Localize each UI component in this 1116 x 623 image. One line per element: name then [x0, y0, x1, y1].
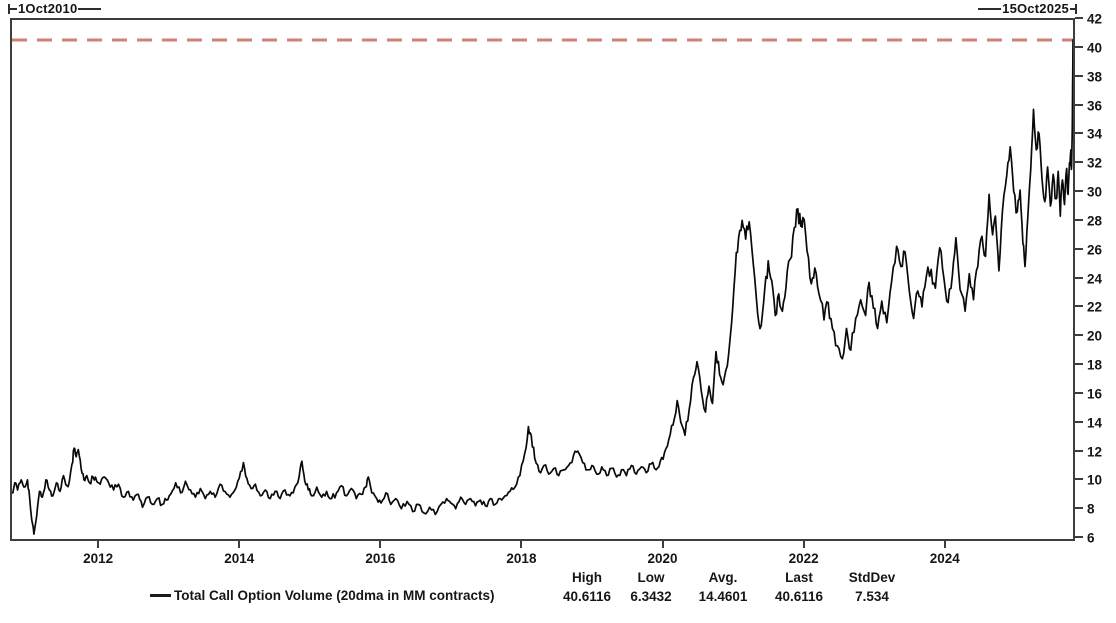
range-start-trailing-dash	[78, 7, 102, 10]
line-chart	[12, 38, 1073, 535]
range-start-dash	[10, 7, 17, 10]
y-tick-34	[1075, 132, 1083, 135]
legend-line-swatch	[150, 594, 171, 597]
legend-series-label: Total Call Option Volume (20dma in MM co…	[174, 588, 495, 603]
y-tick-label-16: 16	[1087, 386, 1103, 402]
y-tick-38	[1075, 74, 1083, 77]
stat-header-avg: Avg.	[708, 570, 738, 585]
range-end-label: 15Oct2025	[978, 1, 1077, 16]
stat-header-high: High	[572, 570, 602, 585]
y-tick-label-22: 22	[1087, 299, 1103, 315]
y-tick-label-8: 8	[1087, 501, 1095, 517]
y-tick-label-18: 18	[1087, 357, 1103, 373]
y-tick-22	[1075, 305, 1083, 308]
x-tick-label-2018: 2018	[506, 551, 537, 566]
stat-value-last: 40.6116	[774, 588, 824, 604]
legend: Total Call Option Volume (20dma in MM co…	[150, 588, 495, 603]
y-tick-label-38: 38	[1087, 69, 1103, 85]
y-tick-label-6: 6	[1087, 530, 1095, 546]
y-tick-30	[1075, 190, 1083, 192]
range-start-date: 1Oct2010	[18, 1, 78, 16]
y-tick-10	[1075, 478, 1083, 481]
x-tick-label-2022: 2022	[788, 551, 819, 566]
y-tick-20	[1075, 334, 1083, 337]
y-tick-24	[1075, 276, 1083, 279]
stat-header-last: Last	[785, 570, 813, 585]
y-tick-16	[1075, 391, 1083, 394]
y-tick-12	[1075, 449, 1083, 452]
call-volume-line	[12, 39, 1073, 535]
y-tick-label-42: 42	[1087, 11, 1103, 27]
stat-value-stddev: 7.534	[855, 588, 889, 604]
range-end-dash	[1070, 7, 1075, 10]
range-end-date: 15Oct2025	[1002, 1, 1069, 16]
x-tick-2012	[97, 541, 100, 548]
x-tick-2022	[802, 541, 805, 548]
x-tick-2016	[379, 541, 382, 548]
stat-header-low: Low	[637, 570, 665, 585]
range-start-label: 1Oct2010	[8, 1, 102, 16]
stat-value-avg: 14.4601	[698, 588, 748, 604]
x-tick-2024	[943, 541, 946, 548]
y-tick-label-12: 12	[1087, 444, 1103, 459]
range-end-tick	[1075, 3, 1077, 14]
y-tick-8	[1075, 507, 1083, 510]
stat-header-stddev: StdDev	[848, 570, 896, 585]
x-tick-2020	[661, 541, 664, 548]
y-tick-6	[1075, 536, 1083, 538]
y-tick-32	[1075, 161, 1083, 164]
y-tick-label-32: 32	[1087, 155, 1103, 171]
y-tick-14	[1075, 420, 1083, 423]
y-tick-label-26: 26	[1087, 242, 1103, 258]
y-tick-42	[1075, 17, 1083, 19]
y-tick-label-24: 24	[1087, 271, 1103, 286]
x-tick-label-2016: 2016	[365, 551, 396, 566]
range-start-tick	[8, 3, 10, 14]
stats-table: High Low Avg. Last StdDev 40.6116 6.3432 14.460…	[556, 569, 908, 606]
x-tick-2014	[238, 541, 241, 548]
range-end-leading-dash	[978, 7, 1002, 10]
x-tick-label-2020: 2020	[647, 551, 678, 566]
y-tick-label-28: 28	[1087, 213, 1103, 229]
y-tick-label-10: 10	[1087, 472, 1103, 488]
y-tick-label-14: 14	[1087, 415, 1103, 431]
y-tick-label-20: 20	[1087, 328, 1103, 344]
y-tick-label-40: 40	[1087, 40, 1103, 56]
y-tick-28	[1075, 218, 1083, 221]
y-tick-26	[1075, 247, 1083, 250]
stat-value-low: 6.3432	[630, 588, 672, 604]
x-tick-2018	[520, 541, 523, 548]
y-tick-label-30: 30	[1087, 184, 1103, 200]
plot-area	[10, 18, 1075, 541]
y-tick-36	[1075, 103, 1083, 106]
stat-value-high: 40.6116	[562, 588, 612, 604]
x-tick-label-2014: 2014	[224, 551, 255, 566]
y-tick-40	[1075, 45, 1083, 48]
y-tick-label-36: 36	[1087, 98, 1103, 113]
x-tick-label-2012: 2012	[83, 551, 114, 566]
y-tick-18	[1075, 363, 1083, 365]
x-tick-label-2024: 2024	[929, 551, 960, 566]
y-tick-label-34: 34	[1087, 126, 1103, 142]
